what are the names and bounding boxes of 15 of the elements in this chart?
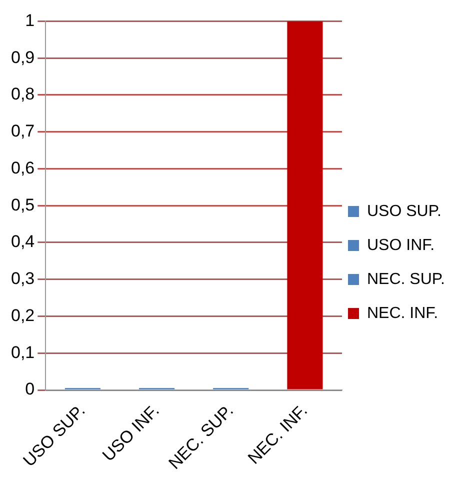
y-tick-label: 0,7	[10, 122, 35, 141]
y-tick-label: 0,9	[10, 48, 35, 67]
y-tick-label: 0,2	[10, 306, 35, 325]
y-tick-label: 0,5	[10, 195, 35, 214]
y-tick-label: 1	[25, 10, 35, 30]
y-tick-label: 0,4	[10, 232, 35, 252]
y-tick-label: 0,3	[10, 269, 35, 288]
y-tick-label: 0	[25, 380, 35, 399]
y-tick-label: 0,8	[10, 84, 35, 104]
y-tick-label: 0,1	[10, 342, 35, 362]
legend-label: NEC. SUP.	[367, 270, 445, 288]
legend-label: NEC. INF.	[367, 304, 438, 322]
legend-label: USO SUP.	[367, 202, 442, 220]
legend-label: USO INF.	[367, 236, 435, 254]
y-tick-label: 0,6	[10, 158, 35, 178]
